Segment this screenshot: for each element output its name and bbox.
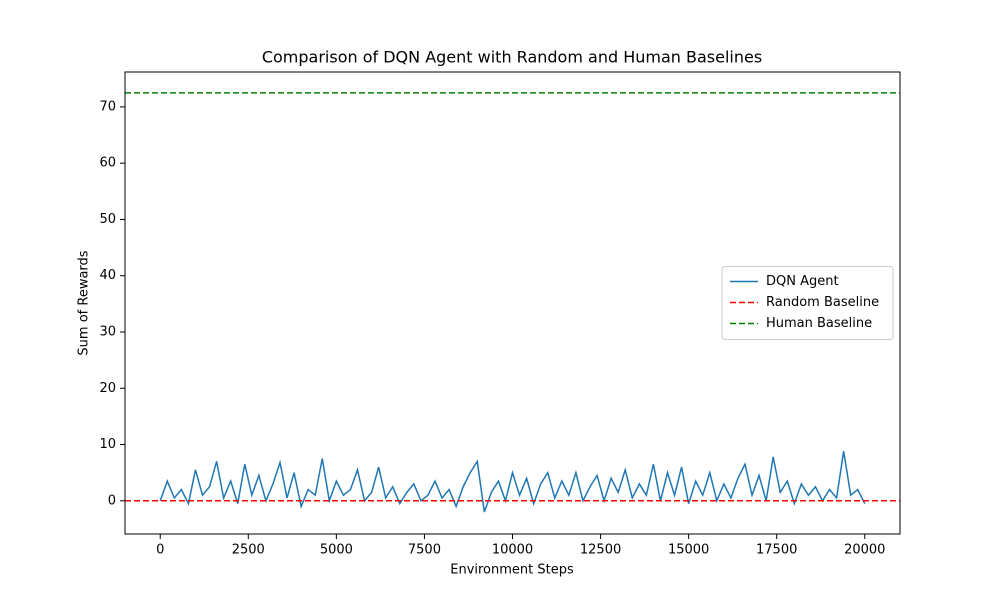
y-tick-label: 40 (99, 268, 116, 283)
x-tick-label: 15000 (668, 543, 709, 558)
x-tick-label: 12500 (580, 543, 621, 558)
y-tick-label: 10 (99, 437, 116, 452)
x-tick-label: 17500 (756, 543, 797, 558)
data-line (159, 451, 866, 513)
plot-frame (124, 71, 901, 535)
x-axis-label: Environment Steps (450, 563, 574, 578)
legend-box (721, 266, 894, 340)
x-tick-label: 10000 (492, 543, 533, 558)
x-tick-label: 0 (156, 543, 164, 558)
x-tick-label: 20000 (844, 543, 885, 558)
y-axis-label: Sum of Rewards (77, 250, 92, 355)
y-tick-label: 60 (99, 156, 116, 171)
x-tick-label: 2500 (232, 543, 265, 558)
y-tick-label: 50 (99, 212, 116, 227)
y-tick-label: 0 (108, 493, 116, 508)
legend-label: Random Baseline (766, 295, 879, 310)
chart-title: Comparison of DQN Agent with Random and … (262, 48, 762, 67)
y-tick-label: 20 (99, 381, 116, 396)
x-tick-label: 5000 (320, 543, 353, 558)
x-tick-label: 7500 (408, 543, 441, 558)
y-tick-label: 70 (99, 99, 116, 114)
legend-label: DQN Agent (766, 274, 839, 289)
y-tick-label: 30 (99, 324, 116, 339)
legend-label: Human Baseline (766, 316, 872, 331)
